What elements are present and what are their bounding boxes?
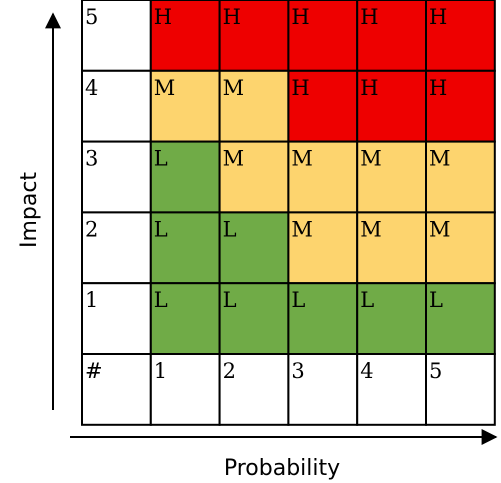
row-label-cell [81,282,152,356]
x-tick-label: 3 [291,359,304,383]
x-tick-label: 2 [223,359,236,383]
cell-level-label: H [154,5,172,29]
column-label-cell [425,353,496,426]
matrix-cell [356,0,428,72]
matrix-cell [149,211,221,285]
cell-level-label: M [429,147,451,171]
matrix-cell [425,0,496,72]
cell-level-label: L [154,217,168,241]
cell-level-label: H [223,5,241,29]
matrix-cell [218,69,290,143]
x-tick-label: 4 [360,359,373,383]
cell-level-label: M [291,147,313,171]
matrix-cell [356,211,428,285]
cell-level-label: H [291,76,309,100]
cell-level-label: M [154,76,176,100]
y-axis-title: Impact [17,172,42,248]
y-tick-label: 5 [85,5,98,29]
cell-level-label: L [291,288,305,312]
matrix-cell [287,211,359,285]
matrix-cell [287,69,359,143]
row-label-cell [81,69,152,143]
y-tick-label: 4 [85,76,98,100]
row-label-cell [81,0,152,72]
cell-level-label: L [223,217,237,241]
cell-level-label: H [429,76,447,100]
x-tick-label: 5 [429,359,442,383]
cell-level-label: L [154,147,168,171]
matrix-cell [218,140,290,214]
x-axis-title: Probability [224,456,340,481]
cell-level-label: L [429,288,443,312]
cell-level-label: H [360,76,378,100]
column-label-cell [356,353,428,426]
matrix-cell [149,0,221,72]
cell-level-label: M [360,217,382,241]
matrix-cell [149,140,221,214]
x-tick-label: 1 [154,359,167,383]
matrix-cell [287,0,359,72]
cell-level-label: H [360,5,378,29]
y-tick-label: 1 [85,288,98,312]
cell-level-label: M [223,147,245,171]
matrix-cell [218,0,290,72]
matrix-cell [287,140,359,214]
row-label-cell [81,211,152,285]
matrix-cell [425,69,496,143]
column-label-cell [287,353,359,426]
cell-level-label: L [154,288,168,312]
matrix-cell [149,69,221,143]
matrix-cell [218,282,290,356]
cell-level-label: M [429,217,451,241]
column-label-cell [149,353,221,426]
y-tick-label: 3 [85,147,98,171]
cell-level-label: L [360,288,374,312]
y-tick-label: 2 [85,217,98,241]
matrix-cell [425,140,496,214]
cell-level-label: L [223,288,237,312]
cell-level-label: H [429,5,447,29]
cell-level-label: H [291,5,309,29]
matrix-grid: 5 H H H H H 4 M M H H H 3 L M M M M 2 L L M M M 1 L L L L L # 1 2 3 4 5 [81,0,496,426]
matrix-cell [425,211,496,285]
cell-level-label: M [360,147,382,171]
cell-level-label: M [291,217,313,241]
cell-level-label: M [223,76,245,100]
column-label-cell [218,353,290,426]
matrix-cell [356,140,428,214]
corner-label: # [85,359,103,383]
matrix-cell [425,282,496,356]
matrix-cell [149,282,221,356]
